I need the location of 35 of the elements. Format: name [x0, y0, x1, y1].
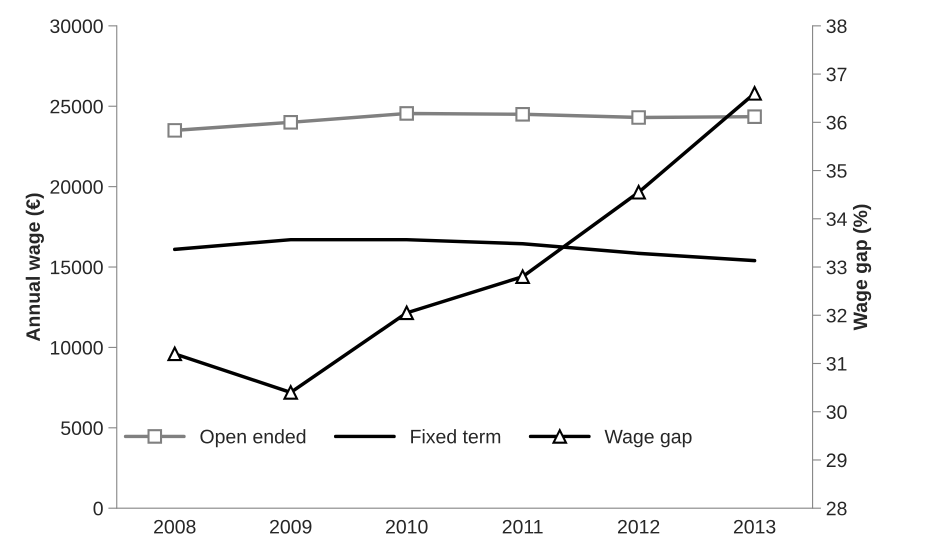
x-tick-label: 2010 [386, 520, 428, 534]
y2-tick-label: 36 [826, 116, 847, 130]
y-tick-label: 0 [94, 502, 103, 516]
y2-tick-label: 29 [826, 453, 846, 468]
x-tick-label: 2009 [270, 520, 312, 534]
point [631, 184, 646, 200]
x-tick-label: 2013 [734, 520, 776, 534]
legend-label: Open ended [200, 429, 306, 448]
y-tick-label: 30000 [50, 19, 103, 34]
y2-tick-label: 31 [826, 356, 846, 371]
point [167, 346, 182, 362]
y-tick-label: 15000 [50, 260, 103, 274]
x-tick-label: 2011 [502, 520, 543, 534]
y-axis-title: Annual wage (€) [26, 193, 44, 342]
point [283, 385, 298, 400]
y-tick-label: 10000 [50, 340, 103, 355]
legend-label: Fixed term [411, 429, 500, 444]
point [399, 306, 414, 320]
y2-tick-label: 33 [826, 260, 847, 274]
x-tick-label: 2012 [618, 520, 660, 534]
y-tick-label: 20000 [50, 180, 103, 194]
point [747, 86, 762, 101]
y2-axis-title: Wage gap (%) [852, 204, 872, 330]
x-tick-label: 2008 [154, 520, 196, 534]
y-tick-label: 25000 [50, 100, 103, 114]
y2-tick-label: 28 [826, 502, 847, 516]
legend-label: Wage gap [604, 430, 692, 448]
y-tick-label: 5000 [61, 421, 103, 436]
y2-tick-label: 37 [826, 68, 846, 82]
y2-tick-label: 34 [826, 212, 847, 226]
point [515, 269, 530, 284]
y2-tick-label: 32 [826, 308, 846, 322]
y2-tick-label: 35 [826, 164, 847, 178]
y2-tick-label: 30 [826, 405, 847, 419]
y2-tick-label: 38 [826, 19, 847, 34]
